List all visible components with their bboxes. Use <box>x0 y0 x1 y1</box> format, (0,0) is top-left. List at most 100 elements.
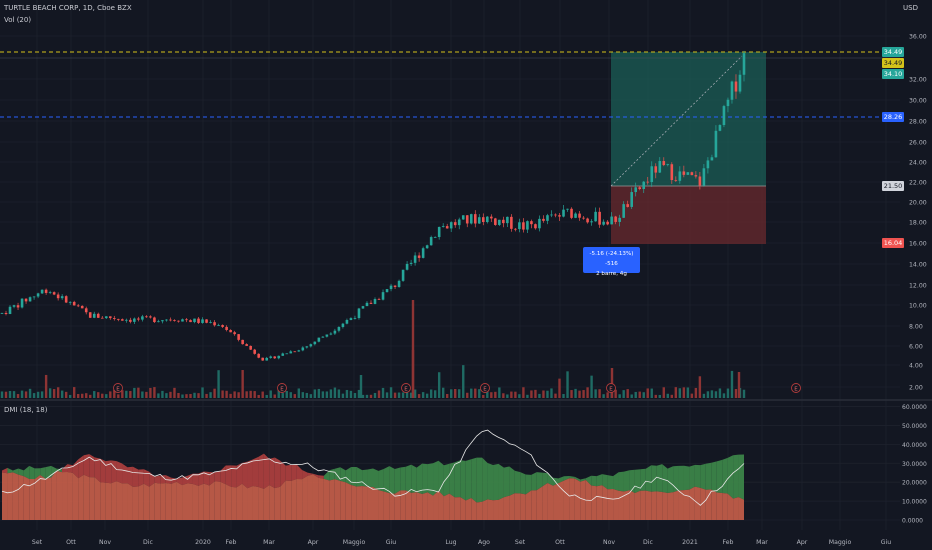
time-tick-label: Dic <box>643 539 653 546</box>
earnings-marker-circle[interactable] <box>113 383 123 393</box>
candle-body <box>730 81 734 100</box>
dmi-base-area <box>345 482 352 520</box>
dmi-diff-area <box>269 457 275 489</box>
price-tick-label: 14.00 <box>909 262 927 269</box>
volume-bar <box>317 388 321 398</box>
dmi-base-area <box>45 477 52 520</box>
dmi-diff-area <box>318 475 324 479</box>
earnings-marker-circle[interactable] <box>480 383 490 393</box>
candle-body <box>149 316 152 318</box>
candle-body <box>385 289 389 293</box>
volume-indicator-label[interactable]: Vol (20) <box>4 16 32 24</box>
dmi-base-area <box>667 492 674 520</box>
dmi-diff-area <box>367 468 373 487</box>
dmi-base-area <box>247 486 253 520</box>
volume-bar <box>662 387 665 398</box>
candle-body <box>121 319 124 321</box>
candle-body <box>481 217 485 223</box>
dmi-diff-area <box>700 463 706 490</box>
dmi-indicator-label[interactable]: DMI (18, 18) <box>4 406 48 414</box>
volume-bar <box>441 387 445 398</box>
dmi-diff-area <box>209 471 215 486</box>
time-tick-label: 2020 <box>195 539 211 546</box>
dmi-base-area <box>629 490 635 520</box>
volume-spike <box>737 372 741 398</box>
price-tick-label: 18.00 <box>909 220 927 227</box>
dmi-base-area <box>651 491 657 520</box>
candle-body <box>40 289 44 294</box>
dmi-diff-area <box>231 465 237 488</box>
candle-body <box>461 215 465 220</box>
candle-body <box>690 172 694 176</box>
volume-bar <box>462 365 465 398</box>
earnings-marker-label: E <box>116 386 120 392</box>
candle-body <box>273 356 277 359</box>
dmi-axis[interactable]: 60.0000 50.0000 40.0000 30.0000 20.0000 10.00… <box>902 404 927 524</box>
dmi-base-area <box>700 487 706 520</box>
candle-body <box>48 292 52 293</box>
volume-bar <box>185 394 188 398</box>
dmi-base-area <box>149 482 155 520</box>
candle-body <box>157 321 160 323</box>
dmi-diff-area <box>427 463 434 496</box>
volume-bar <box>722 393 726 398</box>
volume-bar <box>542 390 545 398</box>
earnings-marker-circle[interactable] <box>791 383 801 393</box>
dmi-diff-area <box>274 457 281 489</box>
volume-bar <box>682 387 686 398</box>
time-tick-label: Giu <box>881 539 892 546</box>
time-axis[interactable]: Set Ott Nov Dic 2020 Feb Mar Apr Maggio Giu Lug Ago… <box>32 539 891 546</box>
candle-body <box>586 218 589 223</box>
dmi-base-area <box>400 490 406 520</box>
dmi-base-area <box>618 490 624 520</box>
dmi-base-area <box>580 479 586 520</box>
earnings-marker-circle[interactable] <box>401 383 411 393</box>
dmi-diff-area <box>252 456 259 488</box>
volume-bar <box>502 393 505 398</box>
dmi-diff-area <box>645 465 652 492</box>
candle-body <box>289 351 293 354</box>
volume-bar <box>558 378 561 398</box>
volume-bar <box>381 387 385 398</box>
volume-bar <box>718 388 722 398</box>
volume-bar <box>28 388 32 398</box>
candle-body <box>80 305 84 309</box>
volume-bar <box>498 387 501 398</box>
volume-bar <box>510 391 513 398</box>
dmi-diff-area <box>454 460 461 498</box>
candle-body <box>28 297 32 302</box>
candle-body <box>510 216 513 229</box>
volume-bar <box>20 390 24 398</box>
candles <box>0 50 746 361</box>
earnings-marker-circle[interactable] <box>606 383 616 393</box>
price-tick-label: 2.00 <box>909 385 923 392</box>
volume-bar <box>44 374 48 398</box>
dmi-base-area <box>111 481 117 520</box>
dmi-base-area <box>334 479 341 520</box>
dmi-diff-area <box>345 467 352 486</box>
volume-bar <box>281 393 284 398</box>
long-position-tool[interactable] <box>610 52 766 244</box>
dmi-diff-area <box>258 453 264 489</box>
candle-body <box>52 292 56 295</box>
candle-body <box>662 161 666 166</box>
volume-bar <box>726 388 730 398</box>
dmi-diff-area <box>220 465 226 485</box>
candle-body <box>594 211 597 222</box>
volume-bar <box>261 391 264 398</box>
symbol-title[interactable]: TURTLE BEACH CORP, 1D, Cboe BZX <box>4 4 132 12</box>
volume-bar <box>642 392 645 398</box>
price-tick-label: 10.00 <box>909 303 927 310</box>
dmi-base-area <box>503 495 510 520</box>
candle-body <box>646 181 650 183</box>
earnings-marker-circle[interactable] <box>277 383 287 393</box>
volume-bar <box>566 371 569 398</box>
volume-bar <box>666 393 669 398</box>
candle-body <box>177 320 180 322</box>
candle-body <box>742 53 746 75</box>
price-axis[interactable]: 36.00 32.00 30.00 28.00 26.00 24.00 22.00 20.00… <box>909 34 927 392</box>
dmi-diff-area <box>443 463 450 497</box>
dmi-base-area <box>640 490 646 520</box>
